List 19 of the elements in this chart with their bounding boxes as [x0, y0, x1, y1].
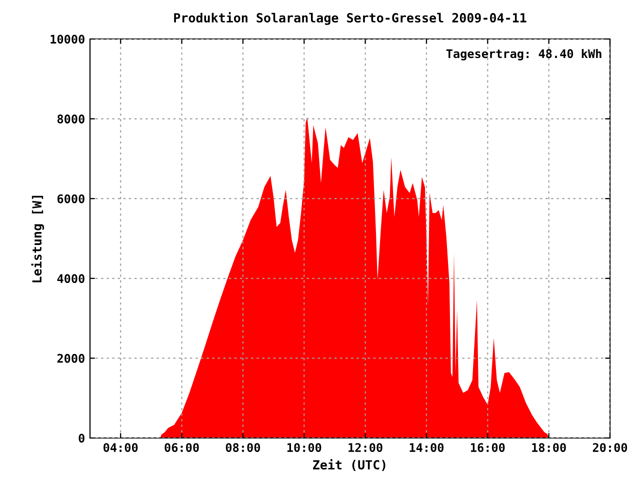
- y-tick-label: 6000: [57, 194, 84, 204]
- x-tick-label: 14:00: [410, 443, 444, 452]
- y-tick-label: 10000: [50, 34, 84, 44]
- annotation: Tagesertrag: 48.40 kWh: [446, 48, 602, 60]
- y-tick-label: 4000: [57, 274, 84, 284]
- y-tick-label: 0: [78, 434, 84, 443]
- x-tick-label: 18:00: [532, 443, 566, 452]
- x-tick-label: 12:00: [348, 443, 382, 452]
- y-tick-label: 2000: [57, 354, 84, 363]
- x-tick-label: 06:00: [164, 443, 199, 452]
- y-tick-label: 8000: [57, 114, 84, 124]
- x-tick-label: 20:00: [592, 443, 628, 452]
- x-tick-label: 10:00: [287, 443, 322, 452]
- x-axis-title: Zeit (UTC): [313, 459, 386, 471]
- x-tick-label: 16:00: [470, 443, 505, 452]
- x-tick-label: 08:00: [226, 443, 260, 452]
- chart-title: Produktion Solaranlage Serto-Gressel 2009-04-11: [174, 12, 526, 25]
- y-axis-title: Leistung [W]: [31, 196, 44, 282]
- x-tick-label: 04:00: [104, 443, 138, 452]
